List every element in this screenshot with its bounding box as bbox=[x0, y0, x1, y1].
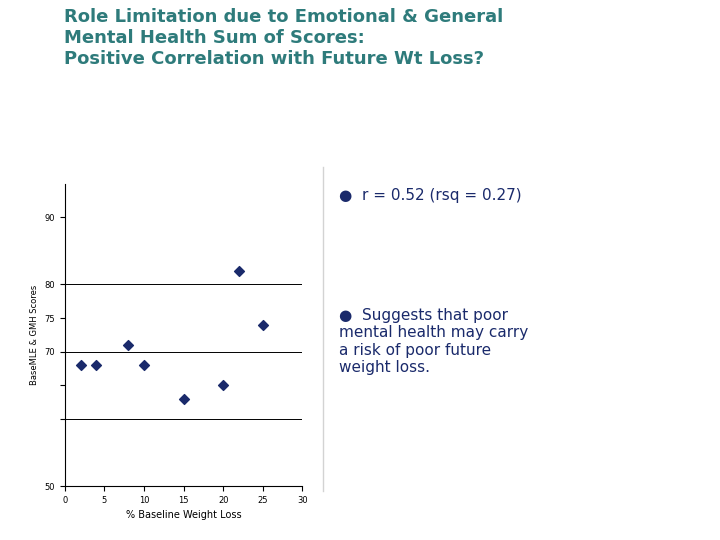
Y-axis label: BaseMLE & GMH Scores: BaseMLE & GMH Scores bbox=[30, 285, 39, 385]
X-axis label: % Baseline Weight Loss: % Baseline Weight Loss bbox=[126, 510, 241, 520]
Point bbox=[75, 361, 86, 369]
Text: ●  r = 0.52 (rsq = 0.27): ● r = 0.52 (rsq = 0.27) bbox=[338, 188, 521, 203]
Text: Role Limitation due to Emotional & General
Mental Health Sum of Scores:
Positive: Role Limitation due to Emotional & Gener… bbox=[63, 8, 503, 68]
Point bbox=[257, 320, 269, 329]
Point bbox=[122, 341, 134, 349]
Point bbox=[138, 361, 150, 369]
Point bbox=[233, 267, 245, 275]
Text: ●  Suggests that poor
mental health may carry
a risk of poor future
weight loss.: ● Suggests that poor mental health may c… bbox=[338, 308, 528, 375]
Point bbox=[91, 361, 102, 369]
Point bbox=[178, 394, 189, 403]
Point bbox=[217, 381, 229, 389]
